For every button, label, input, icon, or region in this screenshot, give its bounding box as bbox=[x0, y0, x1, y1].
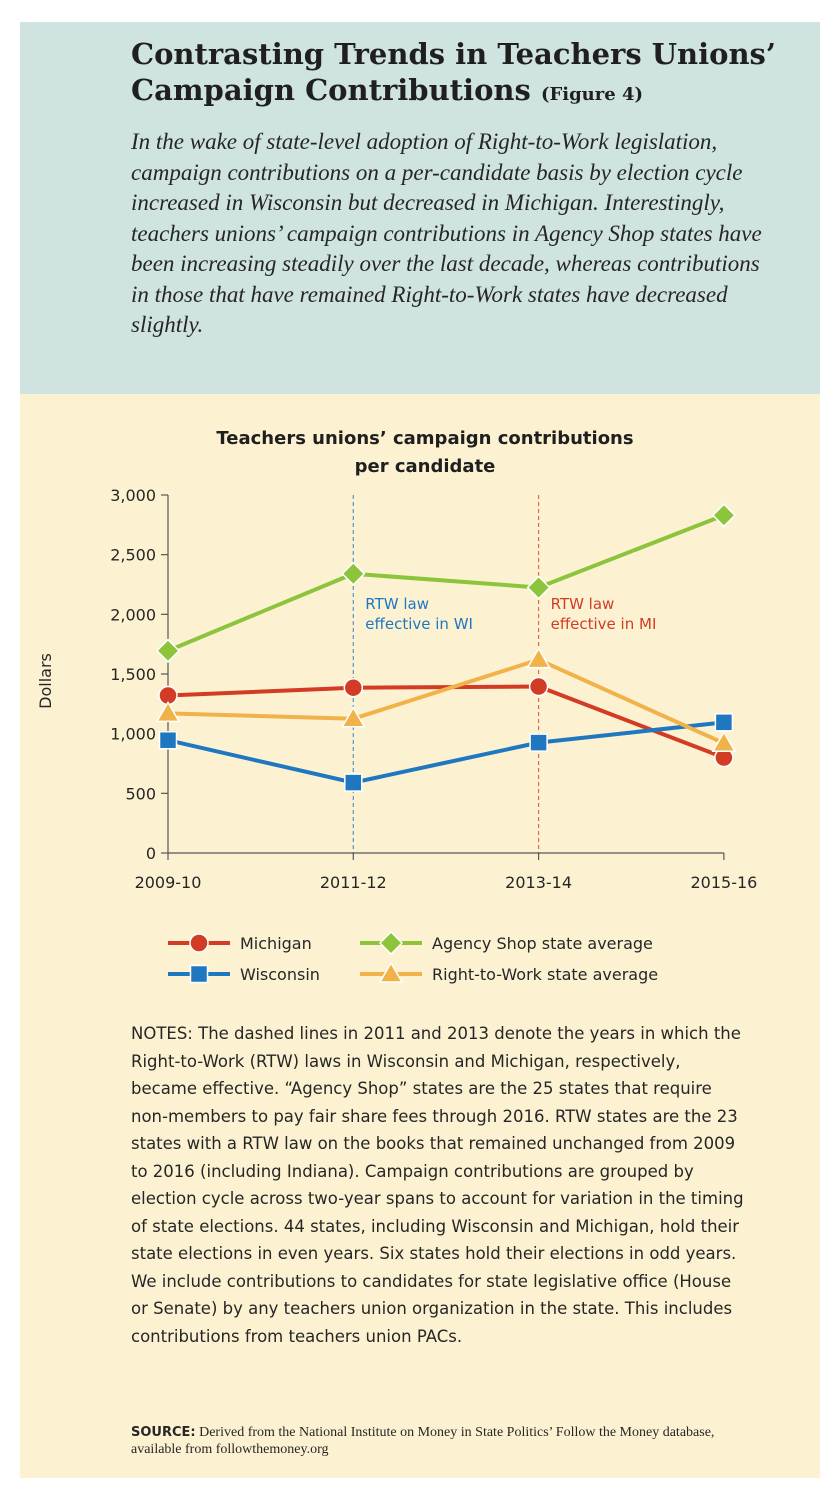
legend-marker-agency-shop-state-average bbox=[378, 930, 404, 956]
notes-text: NOTES: The dashed lines in 2011 and 2013… bbox=[131, 1024, 744, 1346]
y-tick-label: 500 bbox=[125, 784, 156, 803]
data-point-right-to-work-state-average bbox=[526, 647, 551, 669]
x-tick-label: 2011-12 bbox=[320, 873, 387, 892]
figure-title: Contrasting Trends in Teachers Unions’ C… bbox=[131, 36, 780, 113]
legend-label-agency-shop-state-average: Agency Shop state average bbox=[432, 934, 653, 953]
data-point-right-to-work-state-average bbox=[711, 730, 737, 752]
lede-text: In the wake of state-level adoption of R… bbox=[131, 129, 762, 337]
data-point-wisconsin bbox=[344, 773, 363, 792]
series-line-wisconsin bbox=[167, 720, 725, 785]
header-panel: Contrasting Trends in Teachers Unions’ C… bbox=[20, 22, 820, 394]
source-label: SOURCE: bbox=[131, 1425, 196, 1440]
legend-label-right-to-work-state-average: Right-to-Work state average bbox=[432, 965, 658, 984]
figure-label: (Figure 4) bbox=[540, 84, 643, 105]
data-point-michigan bbox=[343, 677, 364, 698]
y-tick-label: 2,000 bbox=[110, 605, 156, 624]
legend-label-wisconsin: Wisconsin bbox=[240, 965, 320, 984]
data-point-michigan bbox=[528, 676, 549, 697]
rtw-annotation-label: effective in WI bbox=[365, 615, 473, 633]
line-chart: Teachers unions’ campaign contributions … bbox=[36, 428, 757, 984]
title-line-1: Contrasting Trends in Teachers Unions’ bbox=[131, 37, 776, 71]
source-text: Derived from the National Institute on M… bbox=[131, 1425, 715, 1457]
title-line-2: Campaign Contributions bbox=[131, 73, 531, 107]
x-tick-label: 2009-10 bbox=[135, 873, 202, 892]
series-line-right-to-work-state-average bbox=[167, 657, 725, 746]
chart-panel: Teachers unions’ campaign contributions … bbox=[20, 394, 820, 1478]
legend-marker-michigan bbox=[189, 933, 209, 953]
series-line-michigan bbox=[167, 684, 725, 760]
legend-marker-right-to-work-state-average bbox=[378, 961, 404, 983]
data-point-wisconsin bbox=[158, 730, 178, 750]
data-point-agency-shop-state-average bbox=[155, 638, 181, 663]
legend-label-michigan: Michigan bbox=[240, 934, 312, 953]
data-point-wisconsin bbox=[529, 733, 548, 752]
rtw-annotation-label: RTW law bbox=[365, 595, 429, 613]
x-tick-label: 2013-14 bbox=[505, 873, 572, 892]
source-note: SOURCE: Derived from the National Instit… bbox=[131, 1424, 751, 1458]
y-tick-label: 1,000 bbox=[110, 725, 156, 744]
y-tick-label: 1,500 bbox=[110, 665, 156, 684]
y-tick-label: 2,500 bbox=[110, 546, 156, 565]
data-point-wisconsin bbox=[714, 713, 734, 732]
series-line-agency-shop-state-average bbox=[167, 513, 725, 653]
rtw-annotation-label: RTW law bbox=[551, 595, 615, 613]
data-point-agency-shop-state-average bbox=[526, 575, 551, 600]
chart-title-line-2: per candidate bbox=[355, 456, 496, 477]
chart-title-line-1: Teachers unions’ campaign contributions bbox=[216, 428, 633, 449]
x-tick-label: 2015-16 bbox=[690, 873, 757, 892]
legend-marker-wisconsin bbox=[189, 964, 209, 984]
y-axis-label: Dollars bbox=[36, 653, 55, 709]
rtw-annotation-label: effective in MI bbox=[551, 615, 657, 633]
data-point-agency-shop-state-average bbox=[341, 561, 366, 586]
y-tick-label: 3,000 bbox=[110, 486, 156, 505]
data-point-agency-shop-state-average bbox=[711, 503, 736, 528]
y-tick-label: 0 bbox=[146, 844, 156, 863]
data-point-right-to-work-state-average bbox=[155, 700, 181, 723]
data-point-right-to-work-state-average bbox=[340, 706, 366, 728]
